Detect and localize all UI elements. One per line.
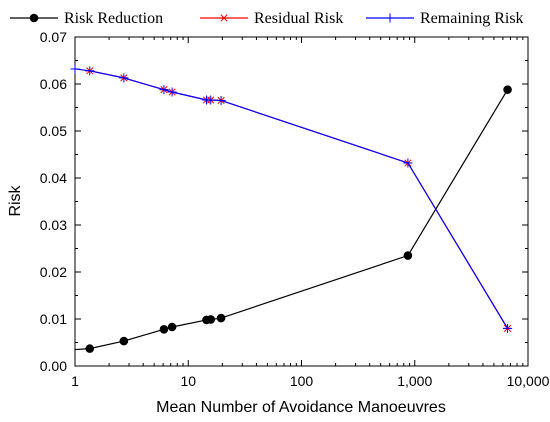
legend-label: Residual Risk [254,10,343,27]
risk-reduction-point [503,85,512,94]
y-tick-label: 0.03 [40,217,67,233]
remaining-risk-point [159,85,169,95]
legend: Risk Reduction Residual Risk Remaining Ris… [10,10,524,27]
x-axis-title: Mean Number of Avoidance Manoeuvres [156,399,446,416]
x-tick-label: 1,000 [397,373,432,389]
legend-marker [385,13,395,23]
legend-label: Remaining Risk [420,10,524,27]
legend-label: Risk Reduction [64,10,163,27]
series-layer [70,64,513,353]
remaining-risk-point [119,73,129,83]
x-tick-label: 10 [180,373,196,389]
risk-reduction-point [159,325,169,334]
risk-reduction-point [216,313,226,323]
legend-item-residual-risk: Residual Risk [200,10,343,27]
legend-marker [219,14,229,22]
remaining-risk-point [216,95,226,105]
y-tick-label: 0.01 [40,311,67,327]
legend-item-risk-reduction: Risk Reduction [10,10,163,27]
axis-ticks: 1 10 100 1,000 10,000 0.00 0.01 0.02 0.03 0.04 0.0… [40,29,550,389]
y-axis-title: Risk [7,184,24,216]
x-tick-label: 100 [290,373,314,389]
y-tick-label: 0.06 [40,76,67,92]
legend-item-remaining-risk: Remaining Risk [366,10,524,27]
remaining-risk-point [85,66,95,76]
plot-frame [74,36,529,367]
x-tick-label: 10,000 [507,373,550,389]
y-tick-label: 0.02 [40,264,67,280]
remaining-risk-point [70,64,80,74]
legend-marker [29,13,39,23]
y-tick-label: 0.04 [40,170,67,186]
residual-risk-line [89,70,509,329]
remaining-risk-line [74,68,509,329]
risk-reduction-point [119,336,129,346]
risk-reduction-point [85,344,95,353]
risk-reduction-point [403,251,413,260]
risk-reduction-point [206,315,216,324]
remaining-risk-point [167,87,177,97]
y-tick-label: 0.07 [40,29,67,45]
remaining-risk-point [206,95,216,105]
y-tick-label: 0.00 [40,358,67,374]
risk-reduction-point [167,322,177,332]
remaining-risk-point [403,158,413,168]
y-tick-label: 0.05 [40,123,67,139]
x-tick-label: 1 [71,373,79,389]
risk-reduction-line [74,89,509,351]
remaining-risk-point [503,323,513,333]
